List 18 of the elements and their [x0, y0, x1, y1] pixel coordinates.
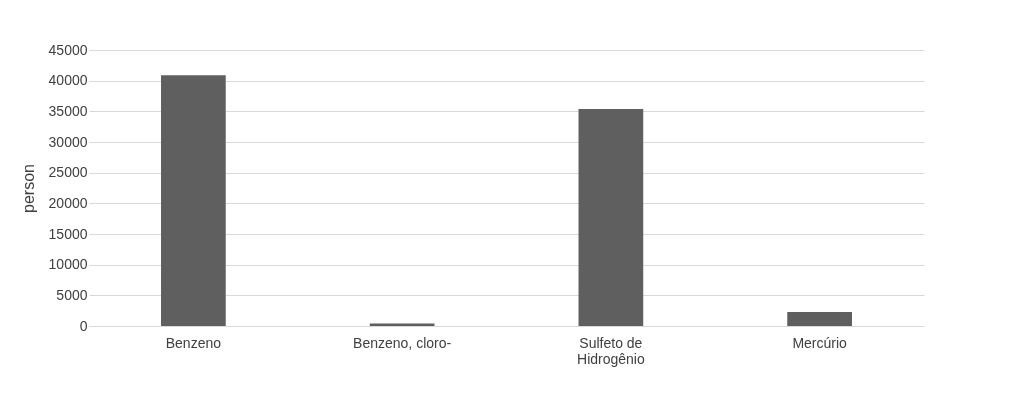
bar [787, 311, 852, 326]
x-tick-label: Benzeno [165, 334, 222, 351]
x-tick-label: Benzeno, cloro- [353, 334, 452, 351]
x-tick-label: Sulfeto de Hidrogênio [577, 334, 645, 367]
x-tick-label: Mercúrio [792, 334, 848, 351]
y-tick-label: 15000 [48, 225, 88, 242]
y-tick-label: 35000 [48, 102, 88, 119]
y-tick-label: 0 [79, 317, 88, 334]
y-tick-label: 5000 [56, 286, 88, 303]
y-tick-label: 45000 [48, 41, 88, 58]
y-tick-label: 20000 [48, 194, 88, 211]
bar [161, 75, 226, 326]
y-tick-label: 10000 [48, 256, 88, 273]
bar [578, 108, 644, 326]
y-axis-title: person [19, 164, 37, 213]
y-tick-label: 40000 [48, 72, 88, 89]
y-tick-label: 25000 [48, 164, 88, 181]
y-tick-label: 30000 [48, 133, 88, 150]
